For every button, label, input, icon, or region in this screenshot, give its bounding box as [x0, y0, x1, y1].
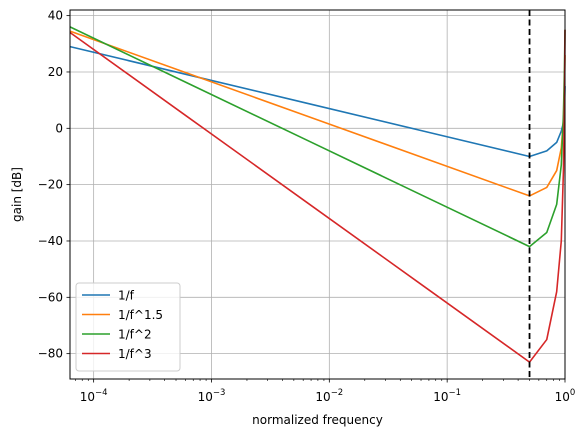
- y-axis-ticks: 40 20 0 −20 −40 −60 −80: [38, 9, 70, 361]
- y-tick-label: −20: [38, 178, 63, 192]
- x-tick-label: 10−4: [80, 388, 108, 404]
- legend-label: 1/f^1.5: [118, 308, 163, 322]
- x-tick-label: 100: [555, 388, 576, 404]
- y-tick-label: 40: [48, 9, 63, 23]
- x-axis-ticks: 10−4 10−3 10−2 10−1 100: [75, 379, 575, 404]
- series-layer: [69, 26, 566, 363]
- legend-label: 1/f^2: [118, 328, 152, 342]
- y-axis-label: gain [dB]: [10, 167, 24, 222]
- x-axis-label: normalized frequency: [252, 413, 383, 427]
- y-tick-label: −40: [38, 234, 63, 248]
- y-tick-label: −60: [38, 290, 63, 304]
- legend-label: 1/f: [118, 289, 135, 303]
- x-tick-label: 10−3: [198, 388, 226, 404]
- y-tick-label: 20: [48, 65, 63, 79]
- plot-frame: [69, 9, 566, 380]
- legend-label: 1/f^3: [118, 347, 152, 361]
- legend-box: [75, 282, 181, 372]
- legend: 1/f 1/f^1.5 1/f^2 1/f^3: [75, 282, 181, 372]
- y-tick-label: −80: [38, 347, 63, 361]
- y-tick-label: 0: [55, 121, 63, 135]
- series-line: [69, 29, 566, 363]
- x-tick-label: 10−2: [315, 388, 343, 404]
- x-tick-label: 10−1: [433, 388, 461, 404]
- grid: [70, 10, 566, 379]
